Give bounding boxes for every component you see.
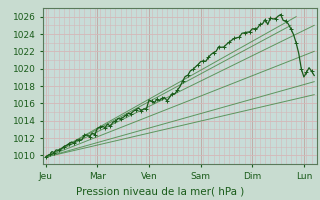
Text: Pression niveau de la mer( hPa ): Pression niveau de la mer( hPa ) <box>76 186 244 196</box>
